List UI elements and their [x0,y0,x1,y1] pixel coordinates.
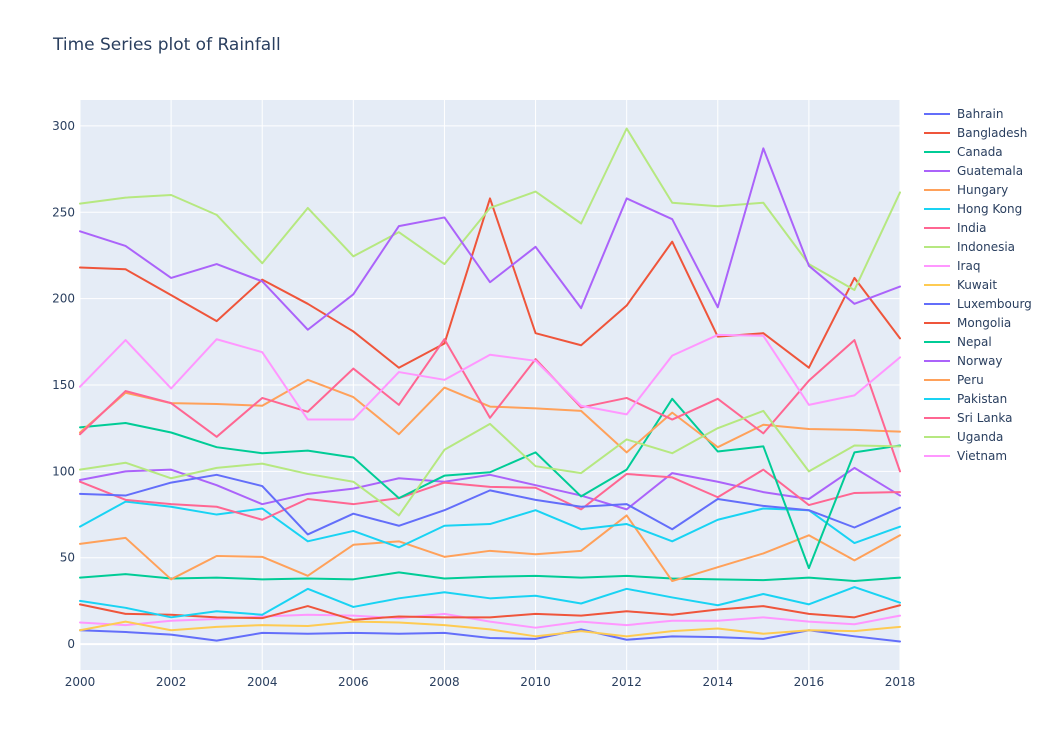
series-line-sri-lanka[interactable] [79,338,901,473]
x-tick-label: 2018 [885,675,916,689]
legend-label: Kuwait [957,278,997,292]
y-tick-label: 0 [67,637,75,651]
legend-label: Nepal [957,335,992,349]
legend-item-bangladesh[interactable]: Bangladesh [924,126,1027,140]
legend-item-pakistan[interactable]: Pakistan [924,392,1007,406]
legend-label: Guatemala [957,164,1023,178]
legend-label: Uganda [957,430,1003,444]
series-line-bahrain[interactable] [79,628,901,643]
series-line-canada[interactable] [79,571,901,583]
legend-item-bahrain[interactable]: Bahrain [924,107,1003,121]
x-tick-label: 2006 [338,675,369,689]
series-line-indonesia[interactable] [79,127,901,291]
legend-label: Vietnam [957,449,1007,463]
series-line-iraq[interactable] [79,612,901,629]
x-tick-label: 2016 [794,675,825,689]
legend-label: Hungary [957,183,1008,197]
series-line-india[interactable] [79,468,901,521]
legend-label: Bahrain [957,107,1003,121]
series-line-kuwait[interactable] [79,620,901,638]
x-tick-label: 2004 [247,675,278,689]
legend-item-luxembourg[interactable]: Luxembourg [924,297,1032,311]
legend-item-kuwait[interactable]: Kuwait [924,278,997,292]
legend-item-nepal[interactable]: Nepal [924,335,992,349]
legend-label: Canada [957,145,1003,159]
series-line-peru[interactable] [79,378,901,454]
x-tick-label: 2000 [65,675,96,689]
legend-label: Peru [957,373,984,387]
legend-label: Luxembourg [957,297,1032,311]
legend-label: Pakistan [957,392,1007,406]
legend-label: Indonesia [957,240,1015,254]
legend-label: Mongolia [957,316,1011,330]
series-line-uganda[interactable] [79,409,901,517]
legend-label: Iraq [957,259,980,273]
series-line-luxembourg[interactable] [79,473,901,536]
x-tick-label: 2010 [520,675,551,689]
legend-item-peru[interactable]: Peru [924,373,984,387]
y-tick-label: 100 [52,464,75,478]
legend-item-hungary[interactable]: Hungary [924,183,1008,197]
legend-item-mongolia[interactable]: Mongolia [924,316,1011,330]
legend-item-norway[interactable]: Norway [924,354,1003,368]
series-line-vietnam[interactable] [79,333,901,421]
legend-item-guatemala[interactable]: Guatemala [924,164,1023,178]
axis-ticks: 2000 2002 2004 2006 2008 2010 2012 2014 2016 2018… [52,119,915,689]
legend-item-iraq[interactable]: Iraq [924,259,980,273]
x-tick-label: 2002 [156,675,187,689]
series-line-pakistan[interactable] [79,586,901,619]
legend-item-vietnam[interactable]: Vietnam [924,449,1007,463]
legend-item-sri-lanka[interactable]: Sri Lanka [924,411,1012,425]
legend-item-hong-kong[interactable]: Hong Kong [924,202,1022,216]
grid-lines [79,100,901,670]
y-tick-label: 200 [52,292,75,306]
legend[interactable]: Bahrain Bangladesh Canada Guatemala Hungary H… [924,107,1032,463]
series-lines [79,127,901,643]
legend-item-uganda[interactable]: Uganda [924,430,1003,444]
legend-item-canada[interactable]: Canada [924,145,1003,159]
x-tick-label: 2012 [611,675,642,689]
legend-label: Bangladesh [957,126,1027,140]
y-tick-label: 300 [52,119,75,133]
legend-label: Sri Lanka [957,411,1012,425]
series-line-hungary[interactable] [79,514,901,583]
chart-title: Time Series plot of Rainfall [52,35,281,55]
legend-label: Norway [957,354,1003,368]
legend-item-indonesia[interactable]: Indonesia [924,240,1015,254]
y-tick-label: 150 [52,378,75,392]
legend-item-india[interactable]: India [924,221,986,235]
x-tick-label: 2014 [703,675,734,689]
series-line-mongolia[interactable] [79,603,901,621]
x-tick-label: 2008 [429,675,460,689]
series-line-bangladesh[interactable] [79,197,901,369]
series-line-hong-kong[interactable] [79,500,901,549]
y-tick-label: 250 [52,205,75,219]
y-tick-label: 50 [60,551,75,565]
series-line-norway[interactable] [79,147,901,331]
legend-label: India [957,221,986,235]
series-line-guatemala[interactable] [79,466,901,511]
series-line-nepal[interactable] [79,397,901,570]
legend-label: Hong Kong [957,202,1022,216]
